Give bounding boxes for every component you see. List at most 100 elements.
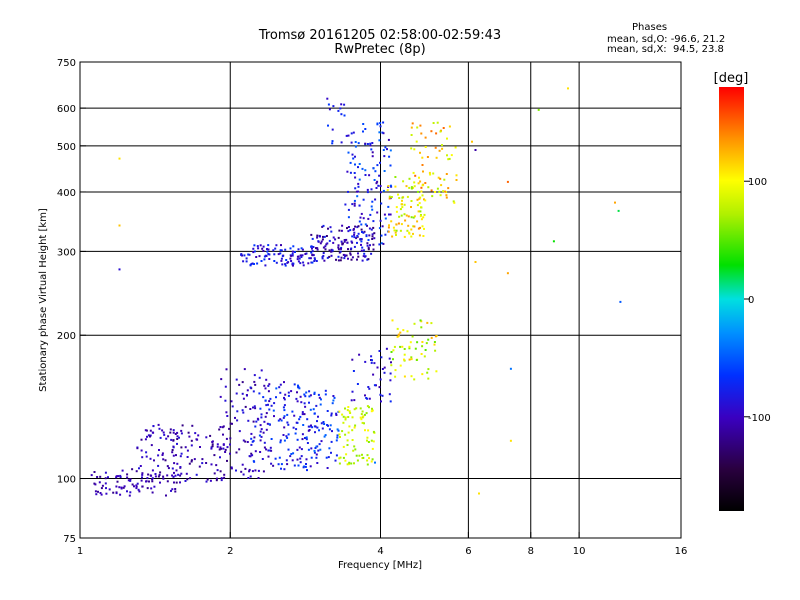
data-point [268, 258, 271, 260]
data-point [389, 400, 392, 403]
data-point [99, 492, 102, 494]
data-point [257, 247, 260, 250]
data-point [397, 334, 400, 337]
data-point [118, 224, 121, 227]
data-point [310, 456, 313, 459]
data-point [353, 172, 356, 174]
data-point [410, 147, 413, 150]
data-point [421, 184, 424, 187]
data-point [394, 176, 397, 178]
data-point [395, 229, 398, 232]
data-point [372, 440, 375, 443]
data-point [263, 258, 266, 261]
data-point [310, 245, 313, 248]
data-point [255, 420, 258, 423]
data-point [348, 410, 351, 413]
data-point [341, 430, 344, 433]
data-point [219, 446, 222, 449]
data-point [167, 435, 170, 438]
data-point [392, 349, 395, 352]
data-point [294, 251, 296, 253]
data-point [152, 425, 155, 427]
data-point [328, 428, 331, 431]
data-point [347, 257, 349, 260]
data-point [222, 443, 225, 446]
data-point [433, 341, 436, 343]
data-point [403, 203, 406, 206]
data-point [366, 436, 369, 439]
data-point [272, 249, 275, 252]
data-point [247, 477, 250, 479]
data-point [414, 174, 417, 177]
data-point [409, 341, 412, 344]
data-point [268, 400, 271, 403]
data-point [171, 474, 174, 477]
data-point [368, 227, 371, 230]
data-point [324, 248, 327, 251]
data-point [304, 465, 307, 468]
y-tick-label: 75 [63, 534, 76, 545]
data-point [445, 194, 448, 197]
data-point [321, 257, 324, 260]
data-point [349, 161, 352, 164]
data-point [387, 230, 390, 233]
data-point [251, 454, 254, 457]
data-point [394, 369, 397, 372]
data-point [304, 395, 307, 398]
data-point [364, 360, 367, 363]
data-point [331, 142, 334, 145]
data-point [478, 492, 480, 495]
data-point [118, 268, 121, 271]
data-point [372, 226, 375, 229]
data-point [222, 447, 225, 450]
data-point [368, 387, 371, 390]
data-point [410, 186, 413, 189]
data-point [259, 244, 262, 247]
data-point [360, 413, 363, 416]
data-point [145, 451, 148, 454]
data-point [291, 410, 294, 413]
data-point [403, 353, 406, 356]
data-point [191, 424, 194, 427]
data-point [401, 203, 403, 206]
data-point [375, 384, 377, 387]
data-point [93, 482, 96, 485]
data-point [333, 396, 336, 399]
data-point [441, 144, 443, 147]
data-point [309, 394, 312, 397]
data-point [252, 251, 255, 254]
data-point [404, 219, 407, 222]
data-point [172, 446, 175, 449]
data-point [149, 474, 152, 477]
data-point [364, 394, 366, 397]
data-point [439, 194, 442, 197]
data-point [353, 199, 356, 202]
data-point [357, 225, 360, 228]
data-point [256, 245, 259, 248]
data-point [390, 364, 393, 367]
x-tick-label: 16 [675, 546, 688, 557]
data-point [292, 245, 295, 248]
data-point [422, 235, 425, 237]
data-point [352, 228, 355, 230]
data-point [378, 131, 381, 134]
data-point [400, 214, 403, 217]
data-point [283, 409, 286, 412]
data-point [403, 358, 405, 361]
data-point [368, 457, 370, 460]
data-point [359, 416, 362, 419]
data-point [356, 195, 359, 198]
data-point [218, 448, 221, 451]
data-point [401, 196, 404, 199]
data-point [350, 141, 353, 144]
data-point [238, 383, 241, 386]
data-point [474, 149, 477, 151]
data-point [332, 236, 335, 239]
data-point [291, 263, 294, 266]
data-point [342, 253, 345, 256]
data-point [619, 300, 622, 303]
data-point [313, 391, 316, 394]
data-point [296, 448, 299, 451]
data-point [344, 459, 347, 462]
data-point [322, 246, 325, 249]
